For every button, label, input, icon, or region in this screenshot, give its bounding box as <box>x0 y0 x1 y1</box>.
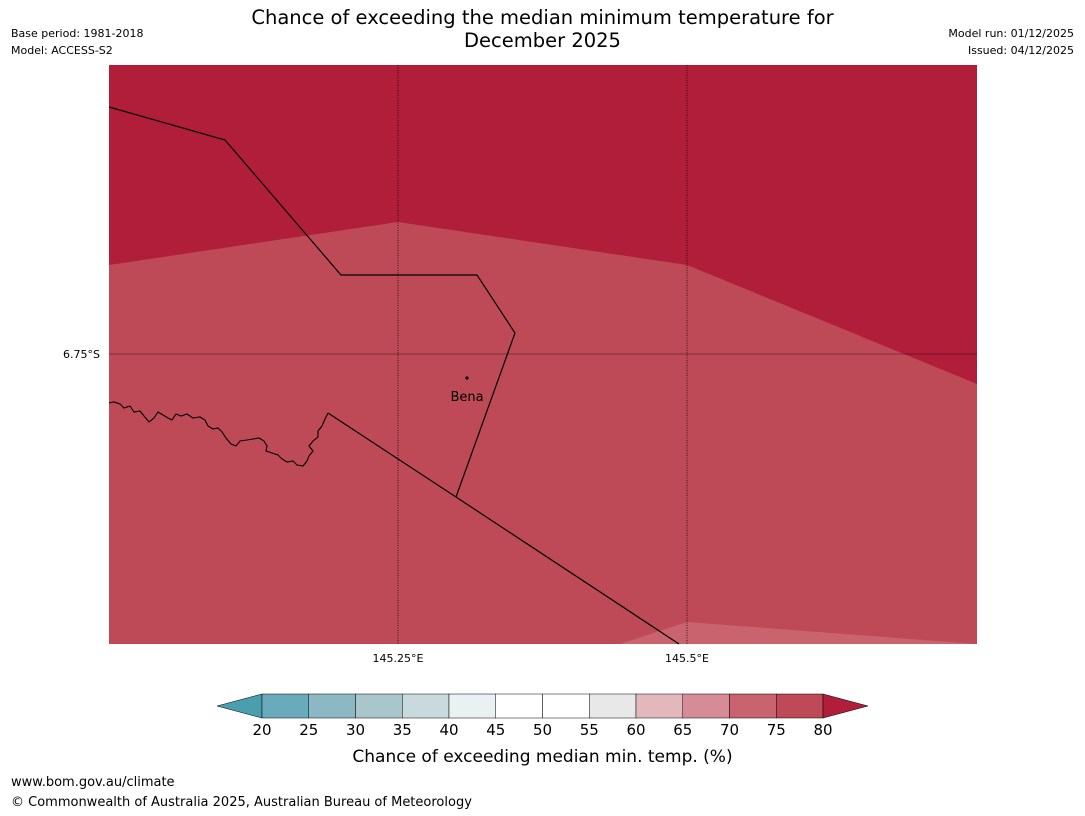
title-line-2: December 2025 <box>464 29 621 52</box>
colorbar-tick-40: 40 <box>439 721 458 739</box>
colorbar-tick-25: 25 <box>299 721 318 739</box>
header-meta-right: Model run: 01/12/2025 Issued: 04/12/2025 <box>948 25 1074 59</box>
colorbar-segment-70-75 <box>729 693 777 719</box>
coastline <box>108 401 329 467</box>
header-meta-left: Base period: 1981-2018 Model: ACCESS-S2 <box>11 25 143 59</box>
colorbar-segment-60-65 <box>635 693 683 719</box>
colorbar-tick-70: 70 <box>720 721 739 739</box>
bena-marker <box>465 376 469 380</box>
colorbar-tick-45: 45 <box>486 721 505 739</box>
base-period-label: Base period: 1981-2018 <box>11 27 144 40</box>
colorbar-tick-30: 30 <box>346 721 365 739</box>
colorbar-tick-50: 50 <box>533 721 552 739</box>
region-70-75 <box>620 622 977 644</box>
region-above-80 <box>109 65 977 384</box>
place-label-bena: Bena <box>450 390 483 405</box>
lat-label: 6.75°S <box>63 348 100 361</box>
colorbar-label: Chance of exceeding median min. temp. (%… <box>352 747 732 767</box>
footer-copyright: © Commonwealth of Australia 2025, Austra… <box>11 795 472 810</box>
colorbar-tick-60: 60 <box>626 721 645 739</box>
colorbar-segment-75-80 <box>776 693 824 719</box>
colorbar-over-arrow <box>822 693 869 719</box>
title-line-1: Chance of exceeding the median minimum t… <box>251 6 834 29</box>
colorbar-tick-65: 65 <box>673 721 692 739</box>
colorbar-tick-20: 20 <box>252 721 271 739</box>
model-run-label: Model run: 01/12/2025 <box>948 27 1074 40</box>
colorbar-segment-25-30 <box>308 693 356 719</box>
colorbar-tick-35: 35 <box>393 721 412 739</box>
lon-label-145-5: 145.5°E <box>665 652 709 665</box>
colorbar-segment-30-35 <box>355 693 403 719</box>
map-panel: Bena <box>108 65 977 645</box>
colorbar: 20 25 30 35 40 45 50 55 60 65 70 75 80 C… <box>216 693 869 767</box>
colorbar-segment-65-70 <box>682 693 730 719</box>
colorbar-segment-50-55 <box>542 693 590 719</box>
province-boundary <box>108 106 516 498</box>
colorbar-segment-35-40 <box>402 693 450 719</box>
lon-label-145-25: 145.25°E <box>373 652 424 665</box>
colorbar-segment-45-50 <box>495 693 543 719</box>
province-boundary-south <box>327 412 680 645</box>
colorbar-segment-55-60 <box>589 693 637 719</box>
colorbar-segment-20-25 <box>261 693 309 719</box>
colorbar-under-arrow <box>216 693 263 719</box>
map-title: Chance of exceeding the median minimum t… <box>0 6 1085 52</box>
colorbar-segment-40-45 <box>448 693 496 719</box>
colorbar-tick-80: 80 <box>813 721 832 739</box>
footer-url[interactable]: www.bom.gov.au/climate <box>11 775 175 790</box>
model-label: Model: ACCESS-S2 <box>11 44 113 57</box>
issued-label: Issued: 04/12/2025 <box>967 44 1074 57</box>
colorbar-tick-55: 55 <box>580 721 599 739</box>
colorbar-tick-75: 75 <box>767 721 786 739</box>
